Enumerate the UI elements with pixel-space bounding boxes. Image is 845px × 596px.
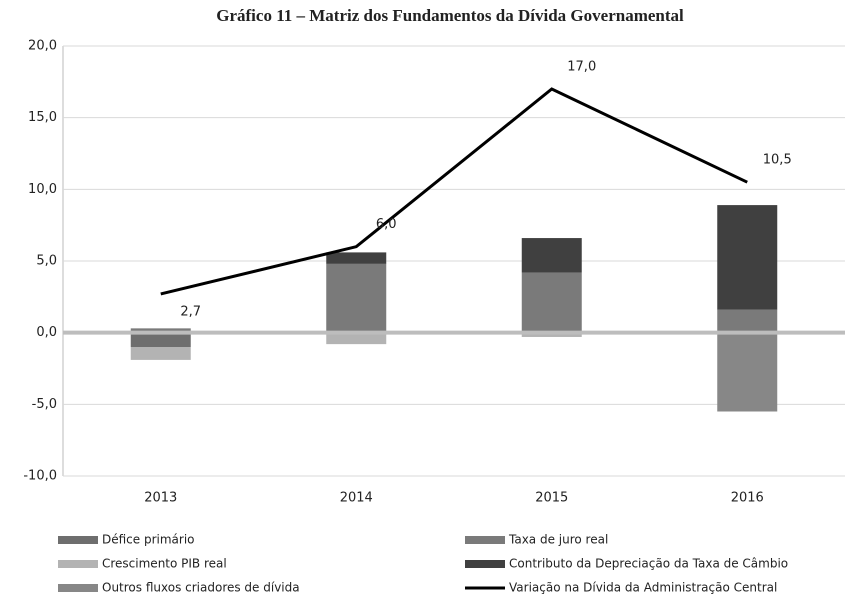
bar-segment xyxy=(326,263,387,333)
data-label: 2,7 xyxy=(180,304,201,319)
bar-segment xyxy=(130,332,191,347)
bar-segment xyxy=(326,332,387,345)
legend-swatch xyxy=(58,536,98,544)
legend-swatch xyxy=(58,560,98,568)
legend-label: Défice primário xyxy=(102,533,195,547)
bar-segment xyxy=(717,309,778,333)
bar-segment xyxy=(130,328,191,333)
chart-title: Gráfico 11 – Matriz dos Fundamentos da D… xyxy=(216,6,684,25)
data-label: 6,0 xyxy=(376,217,397,232)
legend-swatch xyxy=(465,536,505,544)
y-tick-label: 5,0 xyxy=(36,254,57,269)
bar-segment xyxy=(717,205,778,310)
y-tick-label: 20,0 xyxy=(28,39,57,54)
y-tick-label: -5,0 xyxy=(32,397,57,412)
legend-label: Outros fluxos criadores de dívida xyxy=(102,581,300,595)
data-label: 17,0 xyxy=(567,60,596,75)
x-tick-label: 2016 xyxy=(731,491,764,506)
y-tick-label: -10,0 xyxy=(23,469,57,484)
legend-swatch xyxy=(58,584,98,592)
legend-label: Taxa de juro real xyxy=(508,533,608,547)
legend-swatch xyxy=(465,560,505,568)
x-tick-label: 2013 xyxy=(144,491,177,506)
data-label: 10,5 xyxy=(763,153,792,168)
bar-segment xyxy=(521,238,582,273)
bar-segment xyxy=(130,347,191,360)
y-tick-label: 10,0 xyxy=(28,182,57,197)
legend-label: Contributo da Depreciação da Taxa de Câm… xyxy=(509,557,788,571)
bar-segment xyxy=(521,332,582,337)
bar-segment xyxy=(326,252,387,264)
bar-segment xyxy=(521,272,582,333)
x-tick-label: 2015 xyxy=(535,491,568,506)
y-tick-label: 0,0 xyxy=(36,325,57,340)
y-tick-label: 15,0 xyxy=(28,110,57,125)
bar-segment xyxy=(717,332,778,412)
legend-label: Crescimento PIB real xyxy=(102,557,227,571)
line-series xyxy=(160,87,748,296)
x-tick-label: 2014 xyxy=(340,491,373,506)
legend-label: Variação na Dívida da Administração Cent… xyxy=(509,581,777,595)
